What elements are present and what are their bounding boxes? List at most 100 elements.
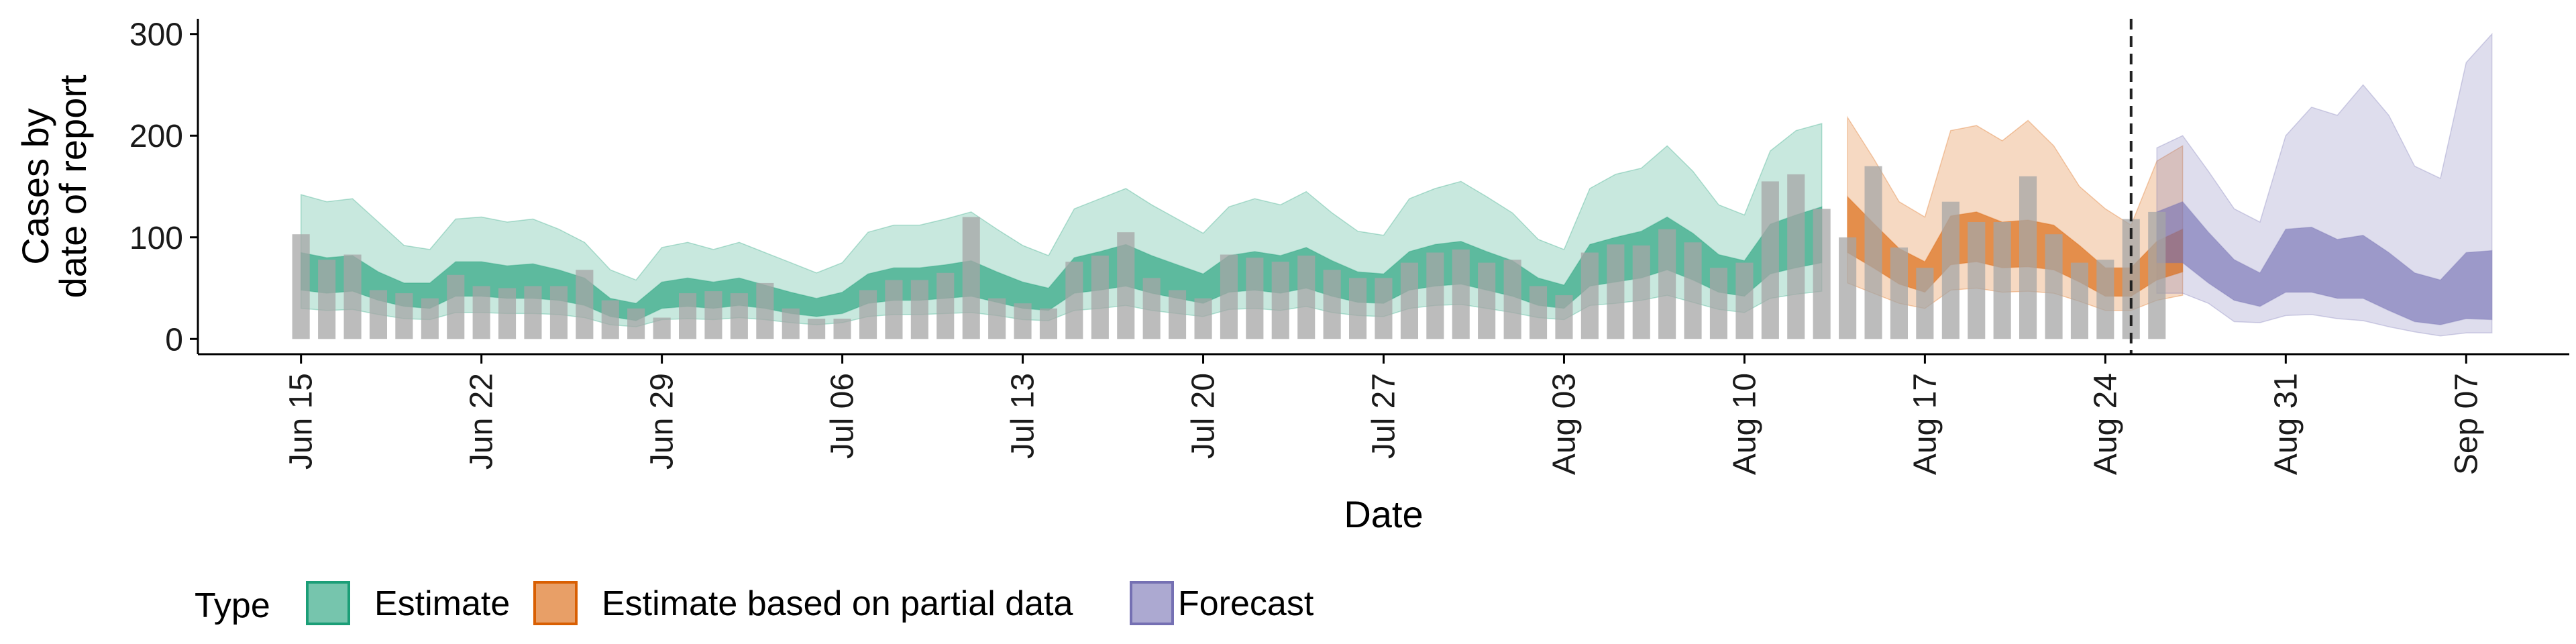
reported-case-bar — [1117, 232, 1135, 339]
reported-case-bar — [1787, 174, 1805, 339]
reported-case-bar — [808, 319, 826, 339]
reported-case-bar — [1478, 262, 1496, 339]
x-axis-title: Date — [1344, 493, 1423, 535]
x-tick-label: Jul 13 — [1006, 373, 1041, 459]
y-tick-label: 200 — [129, 119, 183, 154]
reported-case-bar — [1658, 229, 1676, 339]
reported-case-bar — [962, 217, 980, 339]
x-tick-label: Jul 06 — [825, 373, 861, 459]
axes: 0 100 200 300 Jun 15 Jun 22 Jun 29 Jul 06 Jul 1… — [129, 17, 2569, 475]
x-tick-label: Aug 17 — [1907, 373, 1943, 475]
reported-case-bar — [1529, 286, 1548, 339]
reported-case-bar — [1091, 256, 1109, 339]
reported-case-bar — [447, 274, 465, 339]
reported-case-bar — [318, 260, 336, 339]
reported-case-bar — [472, 286, 490, 339]
reported-case-bar — [1014, 303, 1032, 339]
reported-case-bar — [1297, 256, 1316, 339]
reported-case-bar — [782, 308, 800, 339]
reported-case-bar — [1993, 222, 2011, 339]
reported-case-bar — [1839, 237, 1857, 339]
reported-case-bar — [1580, 252, 1599, 339]
reported-case-bar — [343, 254, 362, 339]
reported-case-bar — [627, 308, 645, 339]
x-tick-label: Jun 15 — [284, 373, 319, 470]
x-tick-label: Sep 07 — [2449, 373, 2484, 475]
reported-case-bar — [730, 293, 748, 339]
x-tick-label: Jun 29 — [645, 373, 680, 470]
reported-case-bar — [601, 300, 619, 339]
reported-case-bar — [1607, 244, 1625, 339]
reported-case-bar — [859, 290, 877, 339]
reported-case-bar — [1375, 278, 1393, 339]
legend-label-partial-estimate: Estimate based on partial data — [602, 584, 1073, 623]
reported-case-bar — [1452, 249, 1470, 339]
y-tick-label: 0 — [165, 322, 183, 358]
reported-case-bar — [576, 270, 594, 339]
x-tick-label: Aug 31 — [2268, 373, 2304, 475]
reported-case-bar — [421, 298, 439, 339]
reported-case-bar — [498, 288, 517, 339]
reported-case-bar — [704, 291, 722, 339]
reported-case-bar — [1246, 258, 1264, 339]
reported-case-bar — [1890, 247, 1908, 339]
reported-case-bar — [1142, 278, 1161, 339]
reported-case-bar — [1684, 242, 1702, 339]
y-tick-label: 300 — [129, 17, 183, 53]
reported-case-bar — [2045, 234, 2063, 339]
reported-case-bar — [395, 293, 413, 339]
reported-case-bar — [679, 293, 697, 339]
reported-case-bar — [1271, 262, 1289, 339]
reported-case-bar — [1400, 262, 1418, 339]
reported-case-bar — [1813, 209, 1831, 339]
reported-case-bar — [1916, 268, 1934, 339]
reported-case-bar — [1632, 245, 1650, 339]
legend-title: Type — [195, 586, 270, 625]
forecast-outer-band — [2156, 32, 2493, 337]
reported-case-bar — [1709, 268, 1727, 339]
y-tick-label: 100 — [129, 221, 183, 256]
legend-key-estimate — [306, 581, 350, 625]
reported-case-bar — [369, 290, 387, 339]
reported-cases-bars — [292, 166, 2166, 339]
legend-item-estimate: Estimate — [306, 581, 510, 625]
reported-case-bar — [1220, 254, 1238, 339]
reported-case-bar — [292, 234, 310, 339]
reported-case-bar — [1349, 278, 1367, 339]
reported-case-bar — [1761, 181, 1779, 339]
reported-case-bar — [1039, 308, 1057, 339]
legend-key-partial-estimate — [533, 581, 578, 625]
reported-case-bar — [988, 298, 1006, 339]
reported-case-bar — [1169, 290, 1187, 339]
reported-case-bar — [2070, 262, 2088, 339]
legend-key-forecast — [1130, 581, 1174, 625]
y-axis-title-line-1: Cases by — [14, 108, 56, 264]
reported-case-bar — [885, 280, 903, 339]
reported-case-bar — [2019, 176, 2037, 339]
y-axis-title-line-2: date of report — [52, 74, 94, 299]
x-tick-label: Jul 20 — [1186, 373, 1222, 459]
reported-case-bar — [653, 317, 671, 339]
reported-case-bar — [1735, 262, 1754, 339]
x-tick-label: Jul 27 — [1366, 373, 1402, 459]
reported-case-bar — [756, 282, 774, 339]
x-tick-label: Aug 24 — [2088, 373, 2123, 475]
reported-case-bar — [2148, 211, 2166, 339]
x-axis-ticks: Jun 15 Jun 22 Jun 29 Jul 06 Jul 13 Jul 20 Jul … — [284, 354, 2484, 475]
legend-label-forecast: Forecast — [1178, 584, 1314, 623]
reported-case-bar — [1555, 295, 1573, 339]
reported-case-bar — [1503, 260, 1521, 339]
reported-case-bar — [1194, 298, 1212, 339]
legend-item-partial-estimate: Estimate based on partial data — [533, 581, 1073, 625]
forecast-inner-band — [2156, 201, 2493, 325]
reported-case-bar — [1426, 252, 1444, 339]
x-tick-label: Jun 22 — [464, 373, 500, 470]
reported-case-bar — [1864, 166, 1882, 339]
reported-case-bar — [1968, 222, 1986, 339]
reported-case-bar — [524, 286, 542, 339]
reported-case-bar — [1941, 201, 1960, 339]
y-axis-title: Cases by date of report — [14, 74, 94, 299]
reported-case-bar — [833, 319, 851, 339]
legend-item-forecast: Forecast — [1130, 581, 1314, 625]
